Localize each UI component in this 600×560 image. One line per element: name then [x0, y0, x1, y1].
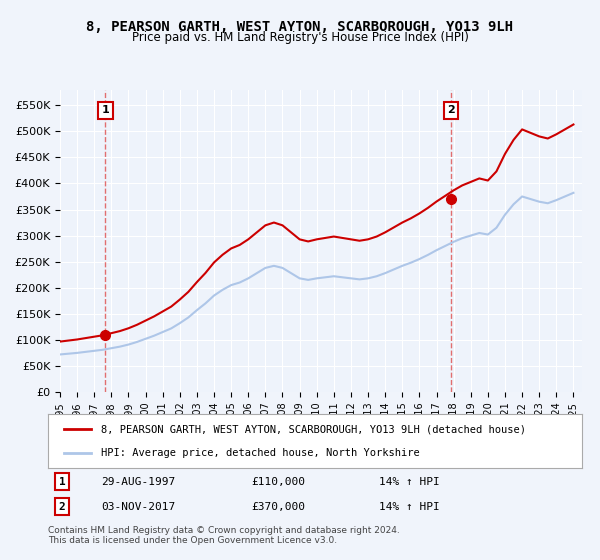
Text: Price paid vs. HM Land Registry's House Price Index (HPI): Price paid vs. HM Land Registry's House …: [131, 31, 469, 44]
Text: 8, PEARSON GARTH, WEST AYTON, SCARBOROUGH, YO13 9LH (detached house): 8, PEARSON GARTH, WEST AYTON, SCARBOROUG…: [101, 424, 526, 435]
Text: 14% ↑ HPI: 14% ↑ HPI: [379, 477, 440, 487]
Text: This data is licensed under the Open Government Licence v3.0.: This data is licensed under the Open Gov…: [48, 536, 337, 545]
Text: 03-NOV-2017: 03-NOV-2017: [101, 502, 176, 512]
Text: 1: 1: [59, 477, 65, 487]
Text: Contains HM Land Registry data © Crown copyright and database right 2024.: Contains HM Land Registry data © Crown c…: [48, 526, 400, 535]
Text: £110,000: £110,000: [251, 477, 305, 487]
Text: HPI: Average price, detached house, North Yorkshire: HPI: Average price, detached house, Nort…: [101, 447, 420, 458]
Text: 1: 1: [101, 105, 109, 115]
Text: 14% ↑ HPI: 14% ↑ HPI: [379, 502, 440, 512]
Text: 2: 2: [59, 502, 65, 512]
Text: 2: 2: [447, 105, 455, 115]
Text: 29-AUG-1997: 29-AUG-1997: [101, 477, 176, 487]
Text: £370,000: £370,000: [251, 502, 305, 512]
Text: 8, PEARSON GARTH, WEST AYTON, SCARBOROUGH, YO13 9LH: 8, PEARSON GARTH, WEST AYTON, SCARBOROUG…: [86, 20, 514, 34]
